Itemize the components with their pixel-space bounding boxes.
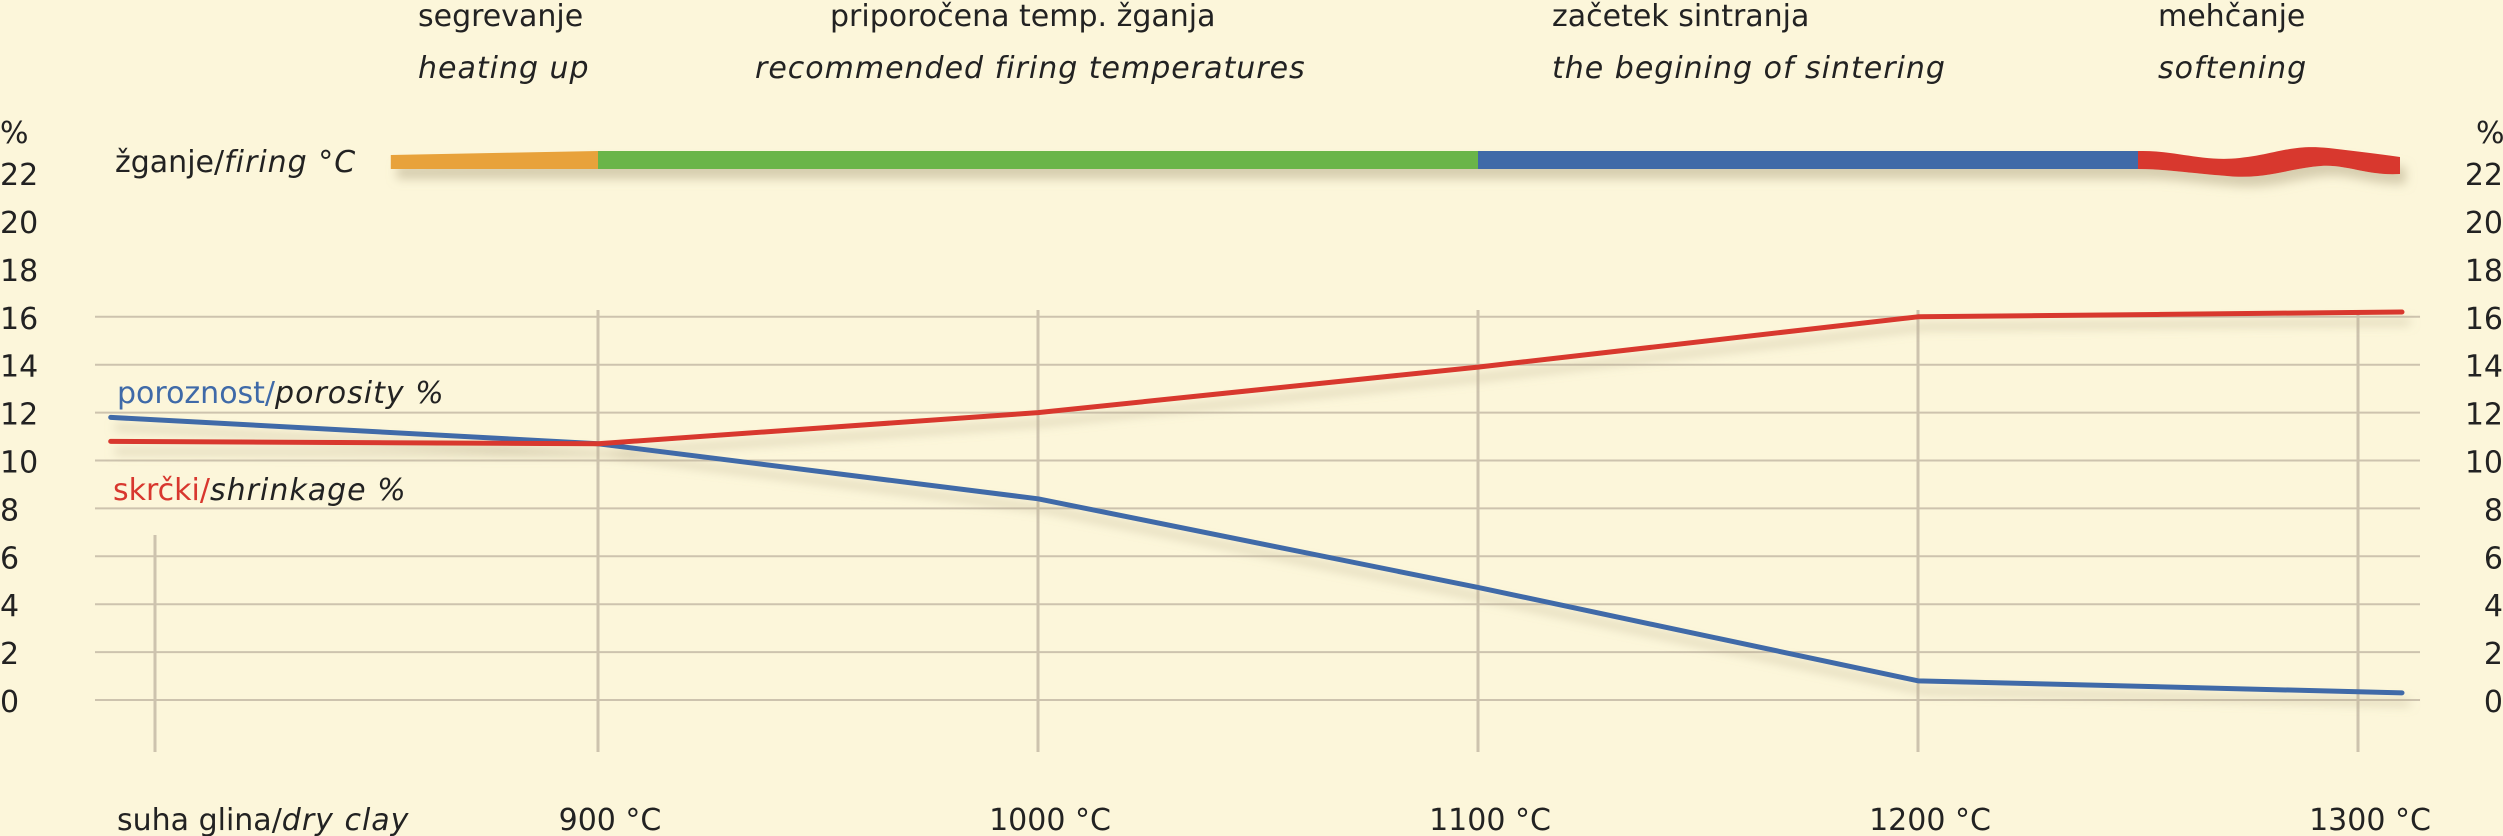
firing-label-main: žganje/ bbox=[115, 145, 225, 180]
band-sintering bbox=[1478, 151, 2140, 169]
stage-headers: segrevanje heating up priporočena temp. … bbox=[418, 0, 2307, 86]
y-tick-right-20: 20 bbox=[2465, 206, 2503, 241]
y-unit-left: % bbox=[0, 116, 29, 151]
x-tick-1: 900 °C bbox=[559, 803, 662, 836]
porosity-legend-main: poroznost/ bbox=[117, 376, 276, 411]
y-tick-right-18: 18 bbox=[2465, 254, 2503, 289]
y-tick-right-6: 6 bbox=[2484, 541, 2503, 576]
y-tick-left-16: 16 bbox=[0, 302, 38, 337]
band-heating bbox=[390, 151, 598, 169]
series-line-shrinkage bbox=[108, 309, 2405, 447]
y-tick-left-20: 20 bbox=[0, 206, 38, 241]
y-tick-left-4: 4 bbox=[0, 589, 19, 624]
y-tick-left-8: 8 bbox=[0, 493, 19, 528]
stage-title-softening: mehčanje bbox=[2158, 0, 2305, 34]
y-tick-right-14: 14 bbox=[2465, 350, 2503, 385]
y-tick-right-2: 2 bbox=[2484, 637, 2503, 672]
x-tick-3: 1100 °C bbox=[1429, 803, 1551, 836]
band-recommended bbox=[598, 151, 1478, 169]
shrinkage-legend: skrčki/shrinkage % bbox=[113, 473, 407, 508]
porosity-legend-italic: porosity % bbox=[274, 376, 445, 411]
y-tick-left-14: 14 bbox=[0, 350, 38, 385]
firing-label: žganje/firing °C bbox=[115, 145, 356, 180]
y-tick-right-16: 16 bbox=[2465, 302, 2503, 337]
x-tick-4: 1200 °C bbox=[1869, 803, 1991, 836]
stage-title-heating: segrevanje bbox=[418, 0, 583, 34]
y-tick-right-12: 12 bbox=[2465, 398, 2503, 433]
x-tick-main-1: 900 °C bbox=[559, 803, 662, 836]
stage-subtitle-softening: softening bbox=[2158, 51, 2307, 86]
y-tick-left-22: 22 bbox=[0, 158, 38, 193]
x-tick-main-4: 1200 °C bbox=[1869, 803, 1991, 836]
y-unit-right: % bbox=[2476, 116, 2503, 151]
x-tick-italic-0: dry clay bbox=[282, 803, 410, 836]
porosity-legend: poroznost/porosity % bbox=[117, 376, 445, 411]
series-lines bbox=[108, 309, 2405, 696]
firing-label-italic: firing °C bbox=[224, 145, 356, 180]
x-tick-main-3: 1100 °C bbox=[1429, 803, 1551, 836]
x-tick-2: 1000 °C bbox=[989, 803, 1111, 836]
y-tick-right-8: 8 bbox=[2484, 493, 2503, 528]
stage-title-recommended: priporočena temp. žganja bbox=[830, 0, 1216, 34]
x-tick-0: suha glina/dry clay bbox=[117, 803, 410, 836]
y-tick-left-12: 12 bbox=[0, 398, 38, 433]
y-axis-right: 0 2 4 6 8 10 12 14 16 18 20 22 bbox=[2465, 158, 2503, 720]
grid bbox=[95, 315, 2420, 701]
x-tick-main-0: suha glina/ bbox=[117, 803, 283, 836]
y-tick-left-6: 6 bbox=[0, 541, 19, 576]
x-tick-5: 1300 °C bbox=[2309, 803, 2431, 836]
shrinkage-legend-main: skrčki/ bbox=[113, 473, 211, 508]
band-softening bbox=[2138, 147, 2400, 177]
stage-subtitle-recommended: recommended firing temperatures bbox=[755, 51, 1306, 86]
y-tick-left-0: 0 bbox=[0, 685, 19, 720]
y-tick-right-4: 4 bbox=[2484, 589, 2503, 624]
y-tick-left-18: 18 bbox=[0, 254, 38, 289]
y-tick-right-0: 0 bbox=[2484, 685, 2503, 720]
stage-subtitle-sintering: the begining of sintering bbox=[1552, 51, 1946, 86]
y-tick-right-10: 10 bbox=[2465, 446, 2503, 481]
stage-title-sintering: začetek sintranja bbox=[1552, 0, 1809, 34]
x-tick-main-5: 1300 °C bbox=[2309, 803, 2431, 836]
stage-subtitle-heating: heating up bbox=[418, 51, 590, 86]
firing-band bbox=[390, 147, 2400, 177]
series-line-porosity bbox=[108, 414, 2405, 696]
y-tick-left-10: 10 bbox=[0, 446, 38, 481]
x-tick-main-2: 1000 °C bbox=[989, 803, 1111, 836]
x-axis: suha glina/dry clay 900 °C 1000 °C 1100 °C 1… bbox=[117, 803, 2431, 836]
shrinkage-legend-italic: shrinkage % bbox=[210, 473, 407, 508]
y-tick-left-2: 2 bbox=[0, 637, 19, 672]
y-tick-right-22: 22 bbox=[2465, 158, 2503, 193]
y-axis-left: 0 2 4 6 8 10 12 14 16 18 20 22 bbox=[0, 158, 38, 720]
